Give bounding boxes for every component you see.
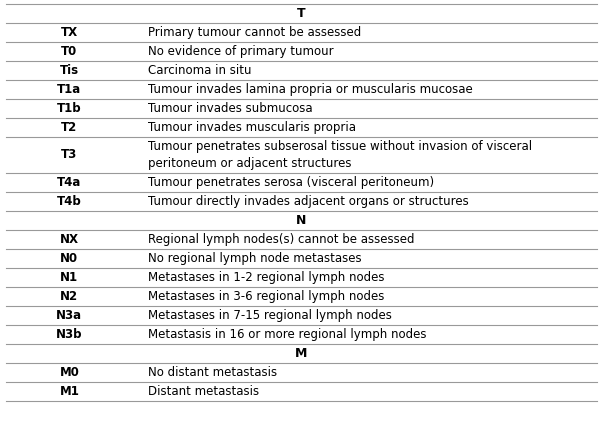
Text: Tumour invades submucosa: Tumour invades submucosa	[148, 102, 312, 115]
Text: Tumour directly invades adjacent organs or structures: Tumour directly invades adjacent organs …	[148, 195, 469, 208]
Text: Regional lymph nodes(s) cannot be assessed: Regional lymph nodes(s) cannot be assess…	[148, 233, 414, 246]
Text: T4a: T4a	[57, 176, 81, 189]
Text: N2: N2	[60, 290, 78, 303]
Text: T4b: T4b	[57, 195, 82, 208]
Text: M: M	[295, 347, 308, 360]
Text: Metastases in 7-15 regional lymph nodes: Metastases in 7-15 regional lymph nodes	[148, 309, 391, 322]
Text: T0: T0	[62, 45, 77, 58]
Text: No regional lymph node metastases: No regional lymph node metastases	[148, 252, 361, 265]
Text: Metastases in 1-2 regional lymph nodes: Metastases in 1-2 regional lymph nodes	[148, 271, 384, 284]
Text: Tumour penetrates subserosal tissue without invasion of visceral
peritoneum or a: Tumour penetrates subserosal tissue with…	[148, 140, 532, 170]
Text: N3b: N3b	[56, 328, 83, 341]
Text: TX: TX	[61, 26, 78, 39]
Text: T2: T2	[62, 121, 77, 134]
Text: Tumour invades lamina propria or muscularis mucosae: Tumour invades lamina propria or muscula…	[148, 83, 473, 96]
Text: No distant metastasis: No distant metastasis	[148, 366, 277, 379]
Text: T1b: T1b	[57, 102, 81, 115]
Text: T: T	[297, 7, 306, 20]
Text: Metastasis in 16 or more regional lymph nodes: Metastasis in 16 or more regional lymph …	[148, 328, 426, 341]
Text: No evidence of primary tumour: No evidence of primary tumour	[148, 45, 333, 58]
Text: Distant metastasis: Distant metastasis	[148, 385, 259, 398]
Text: Metastases in 3-6 regional lymph nodes: Metastases in 3-6 regional lymph nodes	[148, 290, 384, 303]
Text: Tumour penetrates serosa (visceral peritoneum): Tumour penetrates serosa (visceral perit…	[148, 176, 434, 189]
Text: M1: M1	[60, 385, 79, 398]
Text: T1a: T1a	[57, 83, 81, 96]
Text: Primary tumour cannot be assessed: Primary tumour cannot be assessed	[148, 26, 361, 39]
Text: N: N	[296, 214, 307, 227]
Text: N0: N0	[60, 252, 78, 265]
Text: N3a: N3a	[56, 309, 83, 322]
Text: Tumour invades muscularis propria: Tumour invades muscularis propria	[148, 121, 356, 134]
Text: NX: NX	[60, 233, 79, 246]
Text: Tis: Tis	[60, 64, 79, 77]
Text: M0: M0	[60, 366, 79, 379]
Text: T3: T3	[62, 149, 77, 162]
Text: Carcinoma in situ: Carcinoma in situ	[148, 64, 251, 77]
Text: N1: N1	[60, 271, 78, 284]
